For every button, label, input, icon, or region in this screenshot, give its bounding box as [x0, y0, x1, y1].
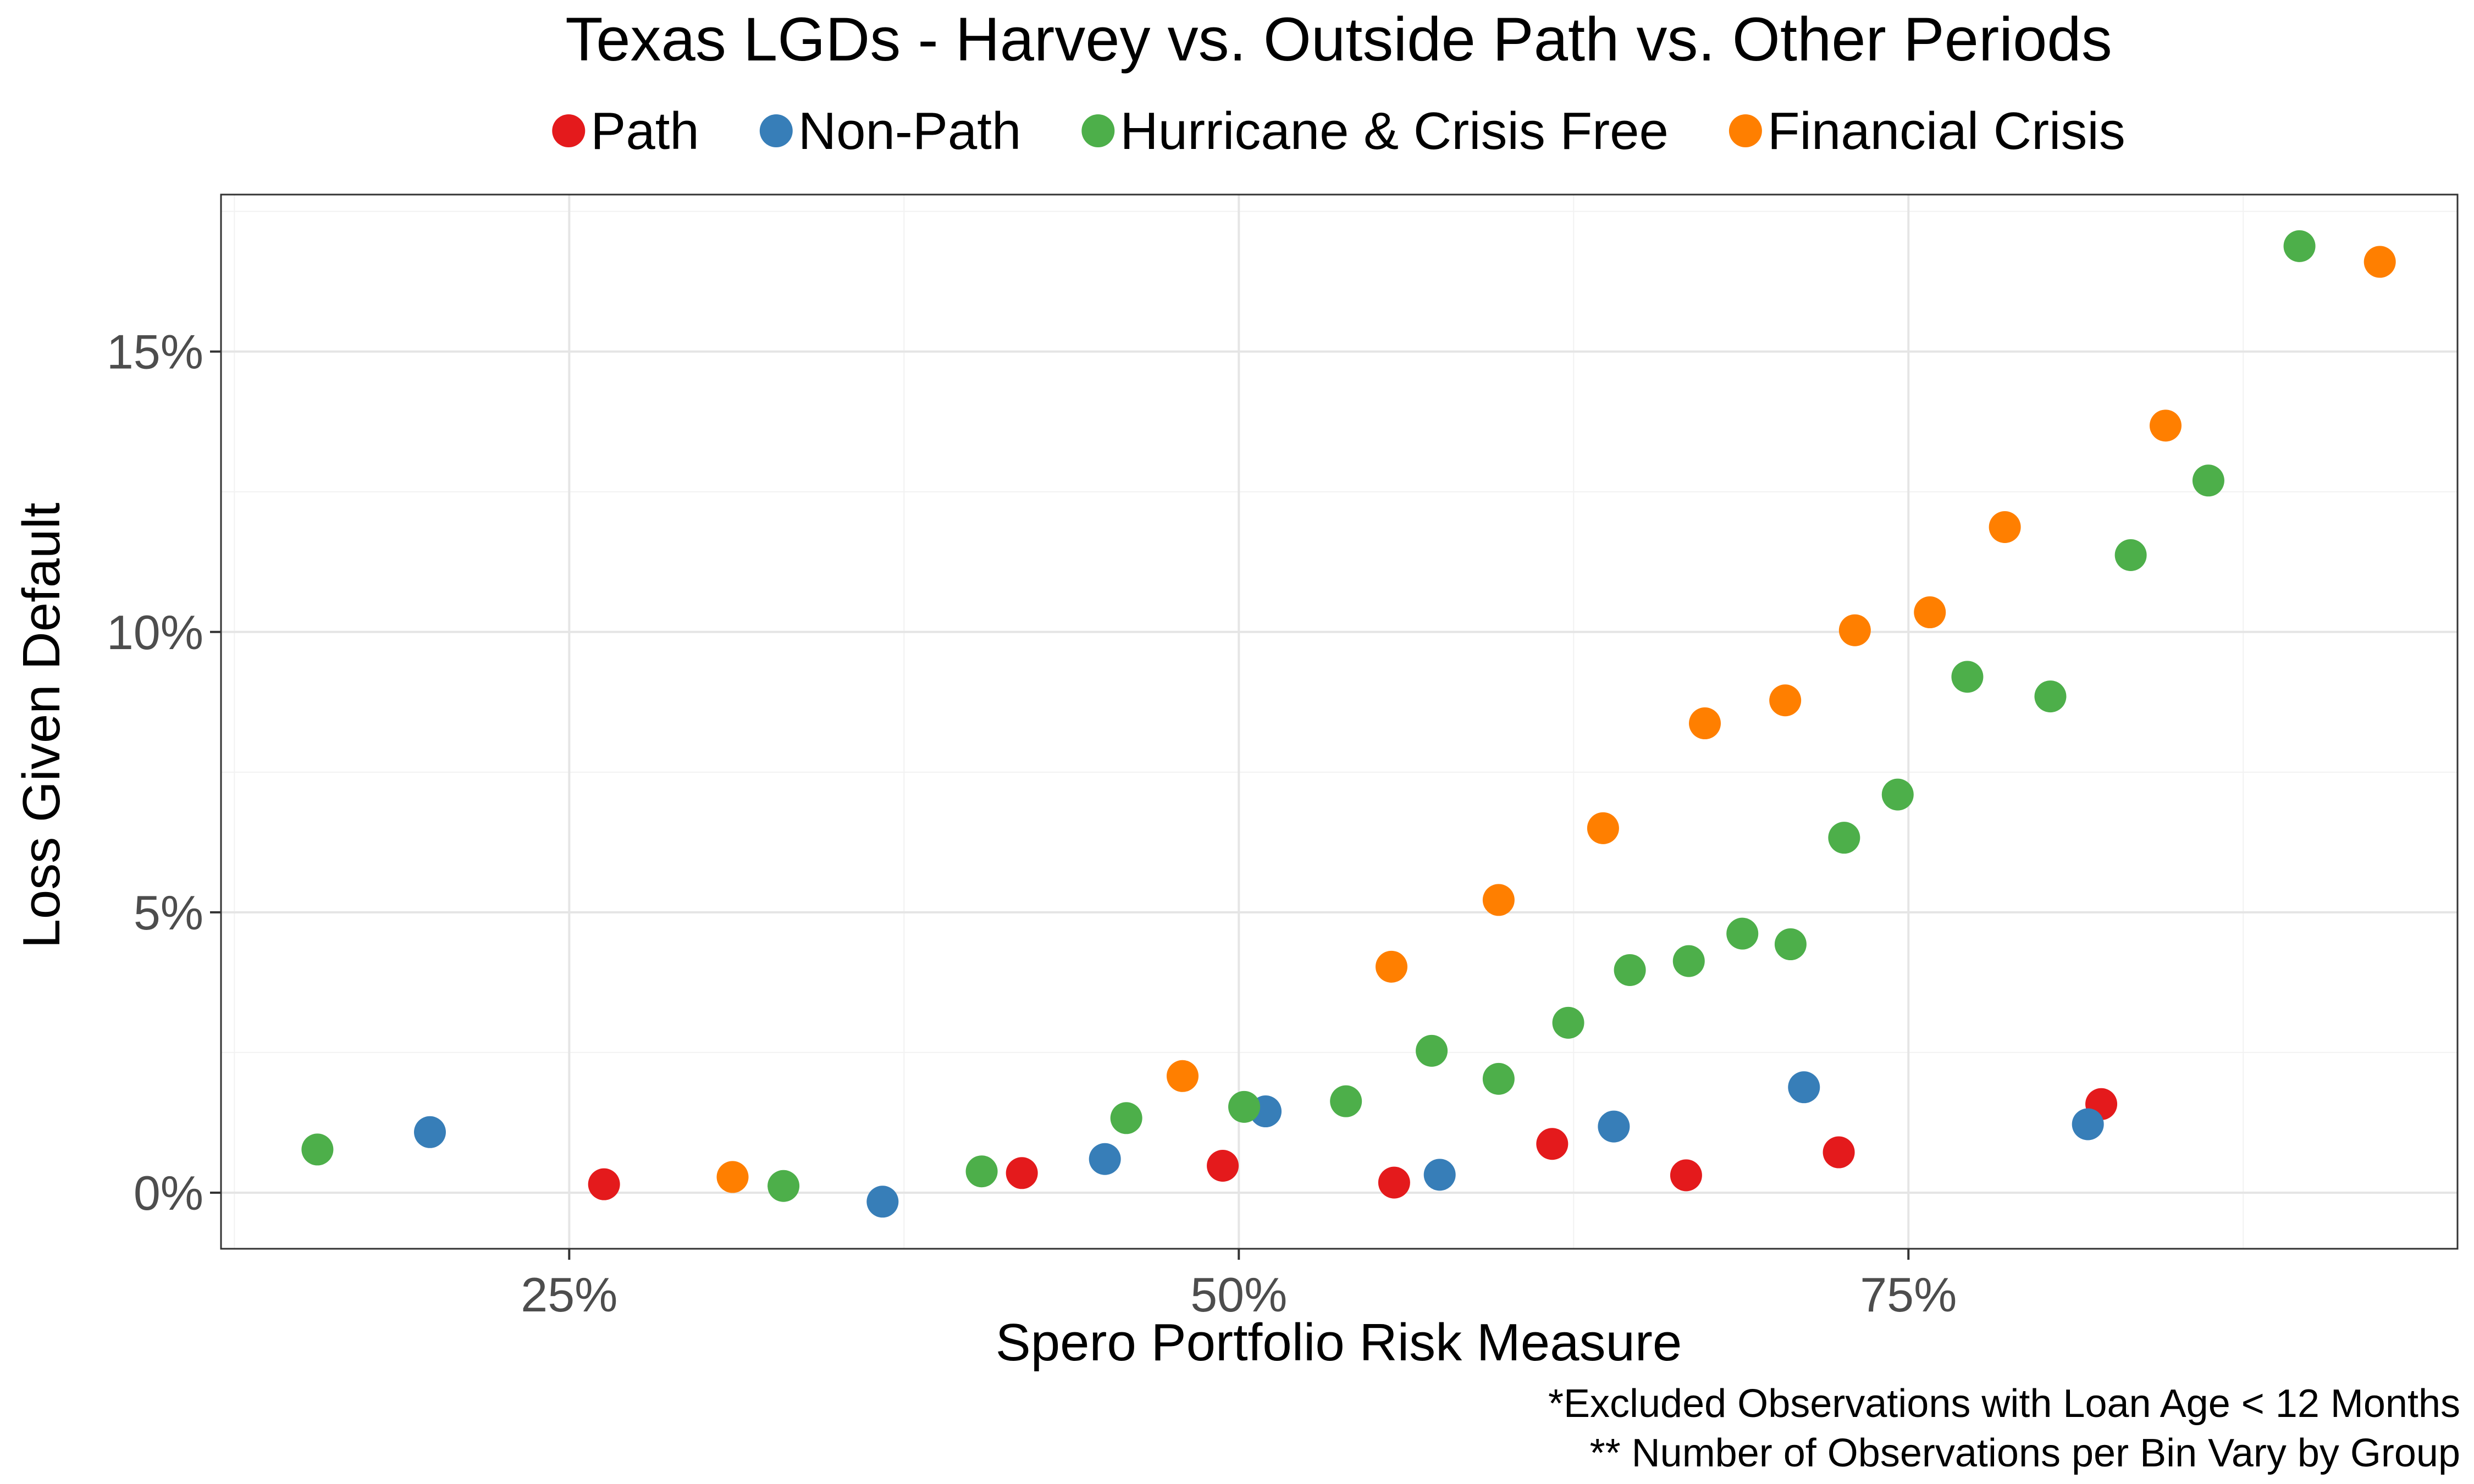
y-tick-label: 5% [134, 885, 203, 940]
hurricane-crisis-free-point [1416, 1034, 1448, 1067]
financial-crisis-point [1914, 596, 1946, 629]
hurricane-crisis-free-point [2192, 464, 2224, 497]
plot-panel [220, 193, 2459, 1250]
major-gridlines [221, 195, 2458, 1249]
hurricane-crisis-free-point [1552, 1006, 1584, 1039]
financial-crisis-point [1482, 884, 1515, 916]
financial-crisis-point [1587, 812, 1619, 844]
non-path-point [1423, 1159, 1456, 1191]
financial-crisis-point [1166, 1060, 1199, 1092]
non-path-point [1598, 1110, 1630, 1143]
y-tick-label: 0% [134, 1166, 203, 1220]
x-axis: 25% 50% 75% [521, 1249, 1957, 1322]
chart-title: Texas LGDs - Harvey vs. Outside Path vs.… [565, 5, 2112, 74]
hurricane-crisis-free-point [2034, 680, 2067, 713]
non-path-point [1788, 1071, 1820, 1104]
caption-note-1: *Excluded Observations with Loan Age < 1… [1548, 1382, 2460, 1426]
non-path-point [866, 1186, 899, 1218]
hurricane-crisis-free-point [1110, 1102, 1142, 1134]
financial-crisis-point [2149, 409, 2182, 442]
financial-crisis-point [1838, 614, 1871, 646]
non-path-point [1089, 1143, 1121, 1175]
financial-crisis-point [1689, 707, 1721, 740]
minor-gridlines [221, 195, 2458, 1249]
legend-item: Non-Path [759, 102, 1021, 160]
y-axis-title: Loss Given Default [12, 502, 71, 948]
hurricane-crisis-free-point [1482, 1062, 1515, 1095]
financial-crisis-point [2363, 246, 2396, 278]
x-axis-title: Spero Portfolio Risk Measure [996, 1313, 1682, 1372]
legend-label: Hurricane & Crisis Free [1120, 102, 1669, 160]
financial-crisis-point [1769, 684, 1802, 717]
hurricane-crisis-free-point [1228, 1090, 1261, 1123]
hurricane-crisis-free-point [1828, 822, 1860, 854]
hurricane-crisis-free-point [2283, 230, 2316, 262]
y-tick-label: 10% [107, 605, 203, 660]
legend: Path Non-Path Hurricane & Crisis Free Finan… [552, 102, 2125, 160]
legend-label: Path [590, 102, 699, 160]
path-point [1823, 1136, 1855, 1169]
hurricane-crisis-free-point [2114, 539, 2147, 571]
path-point [588, 1168, 620, 1200]
legend-key [759, 114, 793, 147]
path-point [1006, 1157, 1038, 1189]
hurricane-crisis-free-point [1672, 945, 1705, 977]
hurricane-crisis-free-point [1614, 954, 1646, 986]
legend-item: Hurricane & Crisis Free [1081, 102, 1669, 160]
path-point [1670, 1159, 1702, 1192]
non-path-point [414, 1116, 446, 1148]
legend-key [1081, 114, 1115, 147]
hurricane-crisis-free-point [301, 1133, 334, 1166]
path-point [1207, 1150, 1239, 1182]
hurricane-crisis-free-point [1951, 661, 1984, 693]
hurricane-crisis-free-point [767, 1170, 800, 1202]
data-points [301, 230, 2396, 1218]
hurricane-crisis-free-point [1330, 1085, 1362, 1117]
financial-crisis-point [1989, 511, 2021, 543]
hurricane-crisis-free-point [965, 1155, 998, 1188]
panel-border [220, 193, 2459, 1250]
caption-note-2: ** Number of Observations per Bin Vary b… [1590, 1431, 2460, 1475]
hurricane-crisis-free-point [1881, 778, 1914, 811]
y-tick-label: 15% [107, 325, 203, 379]
financial-crisis-point [716, 1161, 749, 1193]
hurricane-crisis-free-point [1774, 928, 1807, 961]
x-tick-label: 50% [1190, 1267, 1287, 1322]
path-point [1378, 1166, 1410, 1199]
x-tick-label: 75% [1860, 1267, 1957, 1322]
y-axis: 0% 5% 10% 15% [107, 325, 221, 1220]
legend-item: Path [552, 102, 699, 160]
legend-key [552, 114, 586, 147]
non-path-point [2072, 1108, 2104, 1140]
hurricane-crisis-free-point [1726, 917, 1759, 950]
legend-label: Non-Path [798, 102, 1021, 160]
x-tick-label: 25% [521, 1267, 617, 1322]
path-point [1536, 1128, 1569, 1160]
legend-key [1729, 114, 1762, 147]
legend-item: Financial Crisis [1729, 102, 2125, 160]
financial-crisis-point [1376, 950, 1408, 983]
legend-label: Financial Crisis [1768, 102, 2125, 160]
